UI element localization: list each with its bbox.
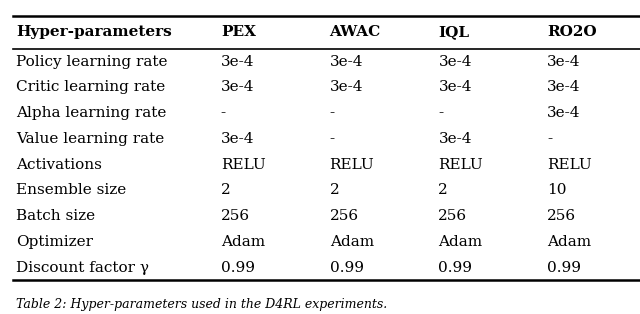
Text: -: - (547, 132, 552, 146)
Text: 3e-4: 3e-4 (330, 80, 363, 94)
Text: Adam: Adam (221, 235, 265, 249)
Text: 3e-4: 3e-4 (547, 55, 580, 68)
Text: RELU: RELU (330, 158, 374, 171)
Text: -: - (221, 106, 226, 120)
Text: Critic learning rate: Critic learning rate (16, 80, 165, 94)
Text: 256: 256 (438, 209, 468, 223)
Text: 3e-4: 3e-4 (221, 80, 254, 94)
Text: 256: 256 (221, 209, 250, 223)
Text: Discount factor γ: Discount factor γ (16, 261, 149, 274)
Text: 0.99: 0.99 (221, 261, 255, 274)
Text: 3e-4: 3e-4 (438, 132, 472, 146)
Text: 3e-4: 3e-4 (547, 106, 580, 120)
Text: Batch size: Batch size (16, 209, 95, 223)
Text: 3e-4: 3e-4 (330, 55, 363, 68)
Text: 3e-4: 3e-4 (438, 80, 472, 94)
Text: RELU: RELU (547, 158, 592, 171)
Text: AWAC: AWAC (330, 25, 381, 39)
Text: Adam: Adam (438, 235, 483, 249)
Text: Adam: Adam (547, 235, 591, 249)
Text: IQL: IQL (438, 25, 470, 39)
Text: 2: 2 (330, 183, 339, 197)
Text: PEX: PEX (221, 25, 256, 39)
Text: Activations: Activations (16, 158, 102, 171)
Text: 0.99: 0.99 (438, 261, 472, 274)
Text: RO2O: RO2O (547, 25, 597, 39)
Text: Alpha learning rate: Alpha learning rate (16, 106, 166, 120)
Text: 0.99: 0.99 (547, 261, 581, 274)
Text: -: - (330, 132, 335, 146)
Text: Hyper-parameters: Hyper-parameters (16, 25, 172, 39)
Text: Table 2: Hyper-parameters used in the D4RL experiments.: Table 2: Hyper-parameters used in the D4… (16, 298, 387, 311)
Text: 3e-4: 3e-4 (438, 55, 472, 68)
Text: 3e-4: 3e-4 (221, 132, 254, 146)
Text: 3e-4: 3e-4 (221, 55, 254, 68)
Text: -: - (438, 106, 444, 120)
Text: Adam: Adam (330, 235, 374, 249)
Text: Policy learning rate: Policy learning rate (16, 55, 168, 68)
Text: 3e-4: 3e-4 (547, 80, 580, 94)
Text: Value learning rate: Value learning rate (16, 132, 164, 146)
Text: RELU: RELU (438, 158, 483, 171)
Text: 2: 2 (221, 183, 230, 197)
Text: 256: 256 (547, 209, 577, 223)
Text: 256: 256 (330, 209, 359, 223)
Text: Ensemble size: Ensemble size (16, 183, 126, 197)
Text: RELU: RELU (221, 158, 266, 171)
Text: 2: 2 (438, 183, 448, 197)
Text: -: - (330, 106, 335, 120)
Text: 0.99: 0.99 (330, 261, 364, 274)
Text: 10: 10 (547, 183, 566, 197)
Text: Optimizer: Optimizer (16, 235, 93, 249)
